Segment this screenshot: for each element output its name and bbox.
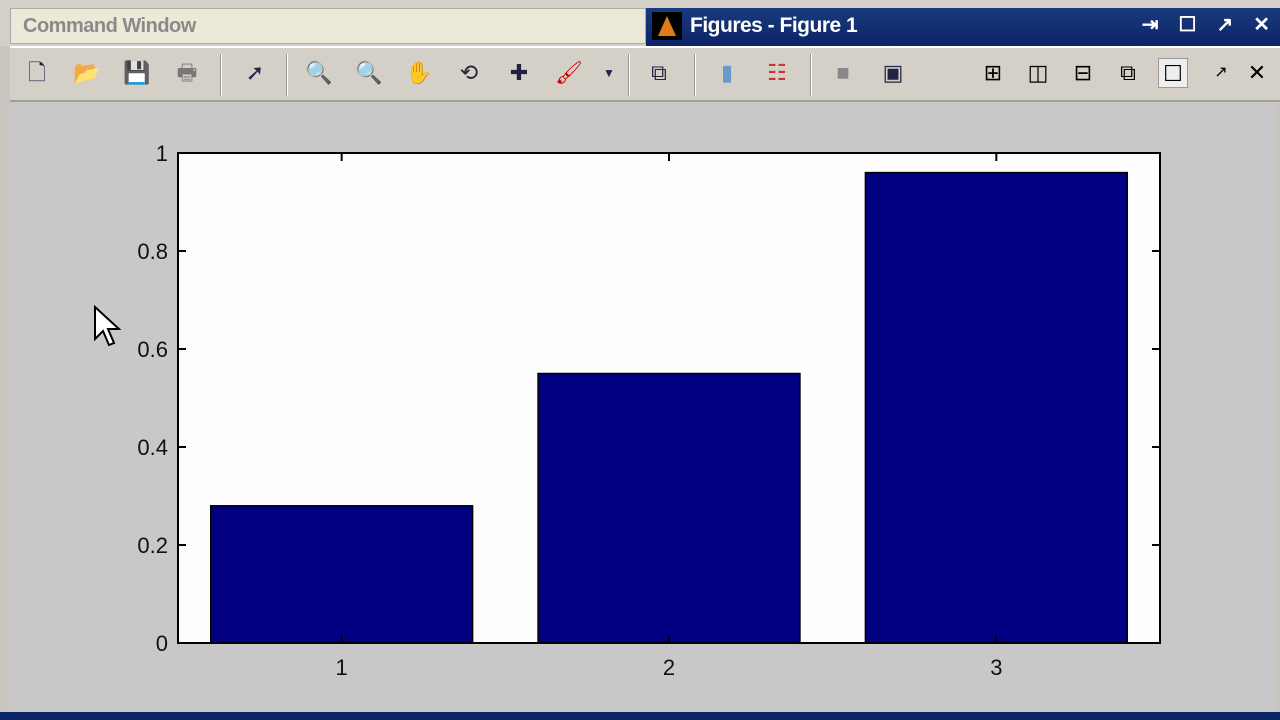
print-icon[interactable]: 🖶 [176,60,198,85]
y-tick-label: 0.2 [137,533,168,558]
y-tick-label: 0.8 [137,239,168,264]
show-plot-tools-icon[interactable]: ▣ [882,60,904,85]
figures-title: Figures - Figure 1 [690,14,858,37]
tile-2x2-icon[interactable]: ⊞ [983,60,1003,85]
edit-plot-icon[interactable]: ➚ [245,60,265,85]
rotate-3d-icon[interactable]: ⟲ [459,60,479,85]
zoom-out-icon[interactable]: 🔍 [355,60,383,85]
x-tick-label: 3 [990,655,1002,680]
tab-command-window[interactable]: Command Window [10,8,646,44]
data-cursor-icon[interactable]: ✚ [509,60,529,85]
link-plot-icon[interactable]: ⧉ [651,60,667,85]
hide-plot-tools-icon[interactable]: ■ [836,60,850,85]
colorbar-icon[interactable]: ▮ [720,60,734,85]
bar-2 [537,372,801,644]
maximize-icon[interactable]: ☐ [1178,14,1197,36]
save-icon[interactable]: 💾 [123,60,151,85]
tab-figures[interactable]: Figures - Figure 1 [646,8,1280,46]
y-tick-label: 0.6 [137,337,168,362]
figure-toolbar: 🗋 📂 💾 🖶 ➚ 🔍 🔍 ✋ ⟲ ✚ 🖌 ▼ ⧉ ▮ ☷ ■ ▣ ⊞ ◫ ⊟ … [10,46,1280,102]
y-tick-label: 0.4 [137,435,168,460]
bar-3 [864,171,1129,644]
dock-icon[interactable]: ⇥ [1141,14,1159,36]
x-tick-label: 2 [663,655,675,680]
brush-icon[interactable]: 🖌 [555,60,583,85]
pan-icon[interactable]: ✋ [405,60,433,85]
y-tick-label: 1 [156,141,168,166]
matlab-logo-icon [652,12,682,40]
mouse-cursor-icon [94,305,121,347]
legend-icon[interactable]: ☷ [767,60,787,85]
y-tick-label: 0 [156,631,168,656]
float-icon[interactable]: ⧉ [1120,60,1136,85]
window-border [0,712,1280,720]
undock-figure-icon[interactable]: ↗ [1214,64,1228,81]
zoom-in-icon[interactable]: 🔍 [305,60,333,85]
open-file-icon[interactable]: 📂 [73,60,101,85]
axes-box [177,152,1161,644]
new-figure-icon[interactable]: 🗋 [28,60,46,85]
bar-1 [209,505,474,644]
tile-columns-icon[interactable]: ◫ [1027,60,1049,85]
close-icon[interactable]: ✕ [1253,14,1270,36]
tile-rows-icon[interactable]: ⊟ [1073,60,1093,85]
maximize-figure-icon[interactable]: ☐ [1158,58,1188,88]
undock-icon[interactable]: ↗ [1216,14,1234,36]
x-tick-label: 1 [336,655,348,680]
close-figure-icon[interactable]: ✕ [1247,60,1267,85]
brush-dropdown-icon[interactable]: ▼ [603,66,615,80]
